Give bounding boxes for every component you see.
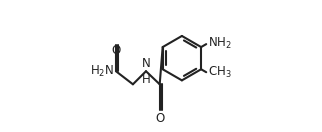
Text: O: O: [155, 112, 164, 125]
Text: NH$_2$: NH$_2$: [208, 36, 232, 51]
Text: CH$_3$: CH$_3$: [208, 65, 232, 80]
Text: N: N: [142, 57, 150, 70]
Text: H: H: [142, 72, 150, 86]
Text: O: O: [111, 44, 120, 57]
Text: H$_2$N: H$_2$N: [90, 64, 115, 79]
